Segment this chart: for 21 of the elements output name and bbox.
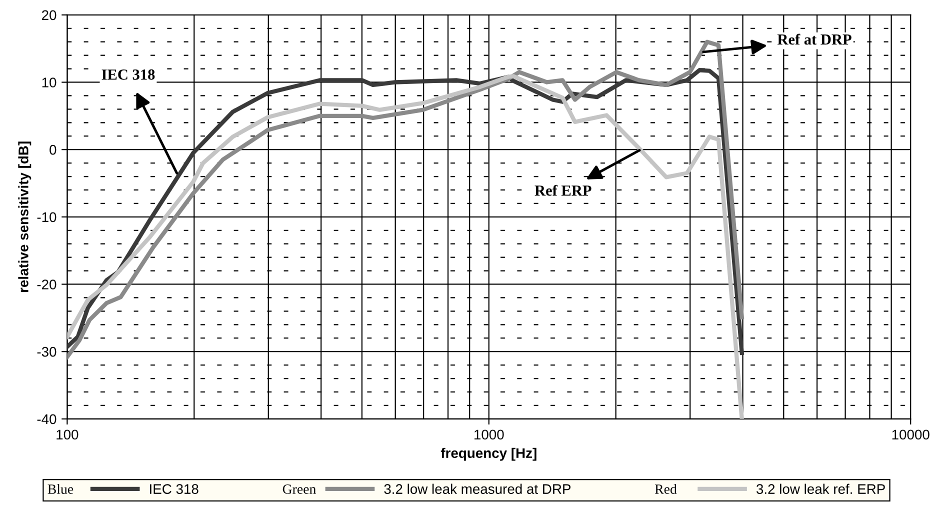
annotation: Ref at DRP (777, 34, 852, 45)
x-tick-label: 10000 (892, 430, 930, 440)
legend-label: 3.2 low leak ref. ERP (756, 484, 885, 494)
y-tick-label: -20 (37, 280, 56, 290)
text: Red (654, 484, 677, 494)
y-tick-label: 0 (50, 144, 56, 155)
y-tick-label: 10 (42, 78, 56, 88)
y-tick-label: 20 (42, 10, 56, 20)
y-tick-label: -40 (37, 414, 56, 424)
annotation: IEC 318 (102, 69, 155, 80)
x-tick-label: 100 (56, 430, 78, 440)
x-axis-title: frequency [Hz] (440, 448, 536, 461)
annotation: Ref ERP (534, 184, 592, 196)
y-axis-title: relative sensitivity [dB] (18, 142, 32, 292)
text: Green (282, 484, 316, 494)
text: Blue (48, 484, 74, 494)
y-tick-label: -10 (37, 212, 56, 222)
y-tick-label: -30 (37, 346, 56, 357)
legend-label: 3.2 low leak measured at DRP (384, 484, 571, 494)
x-tick-label: 1000 (474, 430, 504, 440)
legend-label: IEC 318 (150, 484, 198, 494)
